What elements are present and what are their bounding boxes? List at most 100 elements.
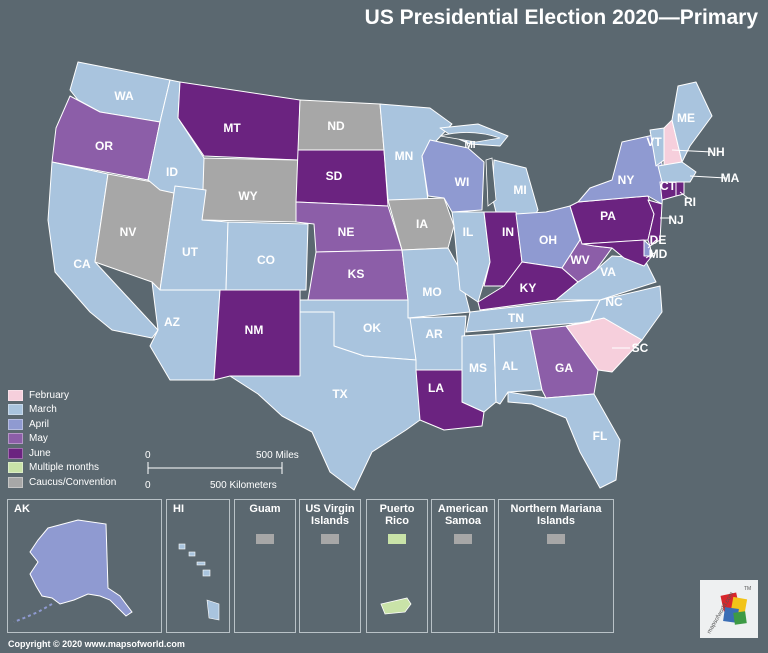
aleutian-islands [13,603,53,623]
state-label-MI: MI [513,183,526,197]
state-label-WA: WA [114,89,134,103]
state-label-WY: WY [238,189,257,203]
state-label-WV: WV [570,253,589,267]
hawaii-island-kauai [178,543,186,550]
state-label-ID: ID [166,165,178,179]
inset-label: HI [173,503,184,515]
state-label-CT: CT [660,179,677,193]
state-MT[interactable] [177,81,301,161]
state-RI[interactable] [675,181,685,197]
inset-as[interactable]: American Samoa [431,499,495,633]
state-NC[interactable] [565,285,663,341]
state-label-AR: AR [425,327,443,341]
legend-swatch [8,433,23,445]
page-title: US Presidential Election 2020—Primary [364,6,758,29]
hawaii-island-maui [202,569,211,577]
state-MS[interactable] [461,333,497,413]
state-label-PA: PA [600,209,616,223]
inset-ak[interactable]: AK [7,499,162,633]
hawaii-island-oahu [188,551,196,557]
state-label-SD: SD [326,169,343,183]
alaska-shape [13,519,133,623]
alaska-mainland [29,519,133,617]
copyright-text: Copyright © 2020 www.mapsofworld.com [8,639,185,649]
logo-square-green [733,611,747,625]
legend-item: February [8,388,116,403]
state-label-DE: DE [650,233,667,247]
state-label-OK: OK [363,321,381,335]
legend-swatch [8,404,23,416]
state-label-NJ: NJ [668,213,683,227]
state-FL[interactable] [507,391,621,489]
legend-label: February [29,389,70,401]
state-label-IN: IN [502,225,514,239]
label-leader-lines [612,149,727,349]
state-label-CA: CA [73,257,91,271]
state-label-WI: WI [455,175,470,189]
legend-label: Caucus/Convention [29,476,117,488]
state-label-GA: GA [555,361,573,375]
inset-guam[interactable]: Guam [234,499,296,633]
state-label-MA: MA [721,171,740,185]
state-label-FL: FL [593,429,608,443]
legend-item: April [8,417,116,432]
state-label-MO: MO [422,285,441,299]
legend: February March April May June Multiple m… [8,388,116,490]
states-layer [47,61,713,491]
inset-label: Guam [249,503,281,515]
state-labels-layer: WA OR CA ID NV MT WY UT AZ CO NM ND SD NE KS OK TX MN IA MO… [73,89,739,443]
hawaii-island-molokai [196,561,206,566]
state-label-OR: OR [95,139,113,153]
legend-label: May [29,433,48,445]
leader-ri [679,191,689,199]
legend-label: March [29,404,57,416]
inset-hi[interactable]: HI [166,499,230,633]
state-label-TX: TX [332,387,347,401]
inset-usvi[interactable]: US Virgin Islands [299,499,361,633]
state-label-AZ: AZ [164,315,180,329]
state-label-NY: NY [618,173,635,187]
inset-nmi[interactable]: Northern Mariana Islands [498,499,614,633]
inset-label: US Virgin Islands [305,503,355,527]
state-AZ[interactable] [149,281,221,381]
mapsofworld-logo: mapsofworld.com TM [700,580,758,638]
state-AR[interactable] [409,315,467,371]
state-MD[interactable] [581,239,653,267]
legend-swatch [8,389,23,401]
state-label-SC: SC [632,341,649,355]
state-label-MT: MT [223,121,241,135]
state-IA[interactable] [387,197,455,251]
state-label-VT: VT [646,135,662,149]
legend-item: May [8,432,116,447]
logo-mark: mapsofworld.com TM [707,586,752,635]
state-TX[interactable] [229,311,421,491]
state-label-RI: RI [684,195,696,209]
scale-bar [147,462,283,474]
legend-label: Multiple months [29,462,100,474]
state-CO[interactable] [225,221,309,291]
inset-label: American Samoa [437,503,489,527]
state-label-MD: MD [649,247,668,261]
legend-swatch [8,476,23,488]
hawaii-island-big [206,599,220,621]
leader-nh [671,149,713,153]
state-label-AL: AL [502,359,518,373]
puerto-rico-island [380,597,412,615]
legend-item: March [8,403,116,418]
state-label-UT: UT [182,245,199,259]
state-MA[interactable] [657,161,697,183]
scale-km-label: 500 Kilometers [210,480,277,491]
state-label-KS: KS [348,267,365,281]
legend-swatch [8,462,23,474]
state-label-TN: TN [508,311,524,325]
leader-md [645,251,657,259]
state-label-NE: NE [338,225,355,239]
legend-item: Caucus/Convention [8,475,116,490]
state-label-ND: ND [327,119,345,133]
scale-text: 0 500 Miles 0 500 Kilometers [145,450,299,491]
inset-pr[interactable]: Puerto Rico [366,499,428,633]
lake-superior [439,132,501,143]
state-label-IL: IL [463,225,474,239]
pr-marker [388,534,406,544]
